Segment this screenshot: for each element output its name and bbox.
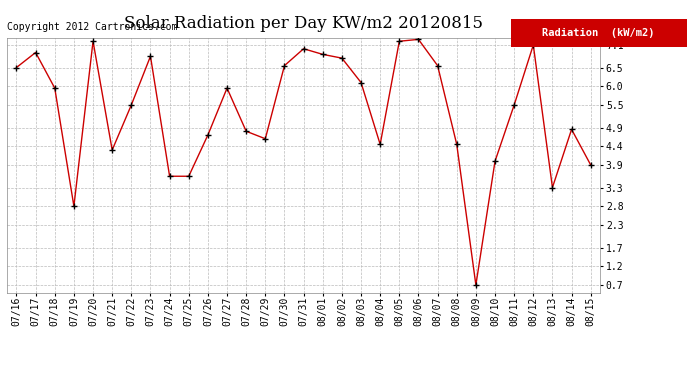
Text: Solar Radiation per Day KW/m2 20120815: Solar Radiation per Day KW/m2 20120815 xyxy=(124,15,483,32)
Text: Copyright 2012 Cartronics.com: Copyright 2012 Cartronics.com xyxy=(7,22,177,32)
Text: Radiation  (kW/m2): Radiation (kW/m2) xyxy=(542,28,655,38)
